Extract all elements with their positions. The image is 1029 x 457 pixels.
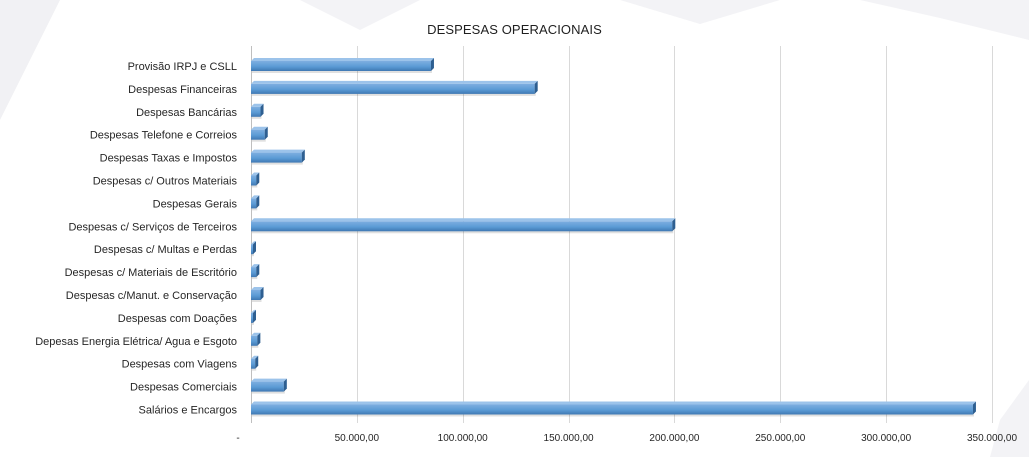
category-label: Despesas Gerais <box>153 198 238 210</box>
bar-front-face <box>251 83 535 94</box>
category-labels: Provisão IRPJ e CSLL Despesas Financeiras… <box>35 61 237 417</box>
x-tick-label: 200.000,00 <box>649 433 699 444</box>
x-tick-label: 300.000,00 <box>861 433 911 444</box>
x-tick-label: 50.000,00 <box>335 433 380 444</box>
bar-front-face <box>251 404 973 415</box>
category-label: Despesas Telefone e Correios <box>90 130 238 142</box>
bar-front-face <box>251 312 253 323</box>
bar <box>251 264 260 280</box>
category-label: Despesas c/Manut. e Conservação <box>66 290 237 302</box>
category-label: Despesas c/ Multas e Perdas <box>94 244 238 256</box>
bar-front-face <box>251 152 302 163</box>
chart-title: DESPESAS OPERACIONAIS <box>427 22 602 37</box>
category-label: Despesas c/ Serviços de Terceiros <box>68 221 237 233</box>
bar-top-face <box>251 195 260 199</box>
category-label: Despesas c/ Materiais de Escritório <box>65 267 237 279</box>
bar-top-face <box>251 58 434 61</box>
bar-front-face <box>251 198 257 209</box>
category-label: Depesas Energia Elétrica/ Agua e Esgoto <box>35 336 237 348</box>
bar-top-face <box>251 172 260 176</box>
x-tick-label: 100.000,00 <box>438 433 488 444</box>
bar-top-face <box>251 401 976 405</box>
bar-end-cap <box>253 241 256 255</box>
bar-end-cap <box>672 218 676 232</box>
bar-top-face <box>251 241 256 245</box>
category-label: Despesas c/ Outros Materiais <box>93 176 238 188</box>
bar-end-cap <box>430 58 434 71</box>
bar-front-face <box>251 175 257 186</box>
bar-top-face <box>251 149 305 153</box>
bar-front-face <box>251 290 261 300</box>
bar <box>251 195 260 211</box>
bar <box>251 80 538 96</box>
bar-end-cap <box>255 355 259 369</box>
bars <box>251 58 976 417</box>
bar-top-face <box>251 355 259 359</box>
bar-top-face <box>251 126 268 130</box>
bar-front-face <box>251 267 257 278</box>
bar-end-cap <box>283 378 287 392</box>
x-axis-tick-labels: - 50.000,00 100.000,00 150.000,00 200.000,00… <box>236 433 1017 444</box>
bar-end-cap <box>257 332 261 346</box>
bar-end-cap <box>264 126 268 140</box>
bar <box>251 218 676 234</box>
bar <box>251 332 261 348</box>
bar-top-face <box>251 309 256 313</box>
bar-top-face <box>251 103 264 107</box>
bar-front-face <box>251 221 673 232</box>
bar-top-face <box>251 332 261 336</box>
x-tick-label: 250.000,00 <box>755 433 805 444</box>
category-label: Salários e Encargos <box>139 405 238 417</box>
bar-front-face <box>251 244 253 255</box>
category-label: Despesas Comerciais <box>130 382 237 394</box>
category-label: Provisão IRPJ e CSLL <box>128 61 237 73</box>
bar-end-cap <box>534 80 538 94</box>
bar <box>251 355 259 371</box>
bar-end-cap <box>301 149 305 163</box>
category-label: Despesas Financeiras <box>128 84 237 96</box>
x-tick-label: 350.000,00 <box>967 433 1017 444</box>
bar <box>251 378 287 394</box>
bar-end-cap <box>260 103 264 117</box>
bar-front-face <box>251 129 265 140</box>
bar <box>251 126 268 142</box>
bar-front-face <box>251 61 431 71</box>
category-label: Despesas Taxas e Impostos <box>100 153 238 165</box>
x-tick-label: 150.000,00 <box>544 433 594 444</box>
bar-front-face <box>251 335 258 346</box>
category-label: Despesas Bancárias <box>136 107 237 119</box>
bar <box>251 287 264 302</box>
bar-end-cap <box>253 309 256 323</box>
category-label: Despesas com Doações <box>118 313 238 325</box>
bar <box>251 172 260 188</box>
bar-front-face <box>251 381 284 392</box>
bar-top-face <box>251 80 538 84</box>
bar <box>251 58 434 73</box>
bar-end-cap <box>256 264 260 278</box>
bar-end-cap <box>256 172 260 186</box>
bar-top-face <box>251 287 264 290</box>
bar-top-face <box>251 264 260 268</box>
gridlines <box>357 46 993 423</box>
bar-front-face <box>251 358 256 369</box>
bar <box>251 401 976 417</box>
bar-top-face <box>251 218 676 222</box>
category-label: Despesas com Viagens <box>122 359 238 371</box>
bar <box>251 149 305 165</box>
x-tick-label: - <box>236 433 239 444</box>
bar-end-cap <box>256 195 260 209</box>
bar <box>251 103 264 119</box>
bar-front-face <box>251 106 261 117</box>
bar <box>251 309 256 325</box>
bar-top-face <box>251 378 287 382</box>
bar <box>251 241 256 257</box>
bar-end-cap <box>260 287 264 300</box>
bar-end-cap <box>972 401 976 415</box>
